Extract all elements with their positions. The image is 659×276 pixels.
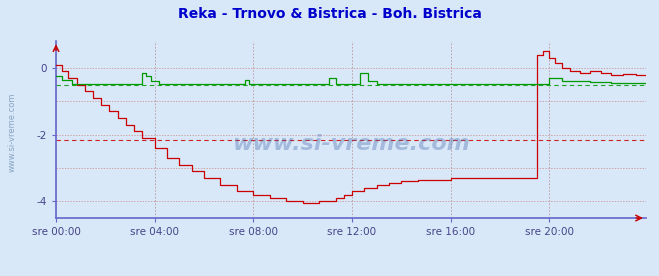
Text: www.si-vreme.com: www.si-vreme.com <box>8 93 17 172</box>
Text: Reka - Trnovo & Bistrica - Boh. Bistrica: Reka - Trnovo & Bistrica - Boh. Bistrica <box>177 7 482 21</box>
Text: www.si-vreme.com: www.si-vreme.com <box>232 134 470 154</box>
